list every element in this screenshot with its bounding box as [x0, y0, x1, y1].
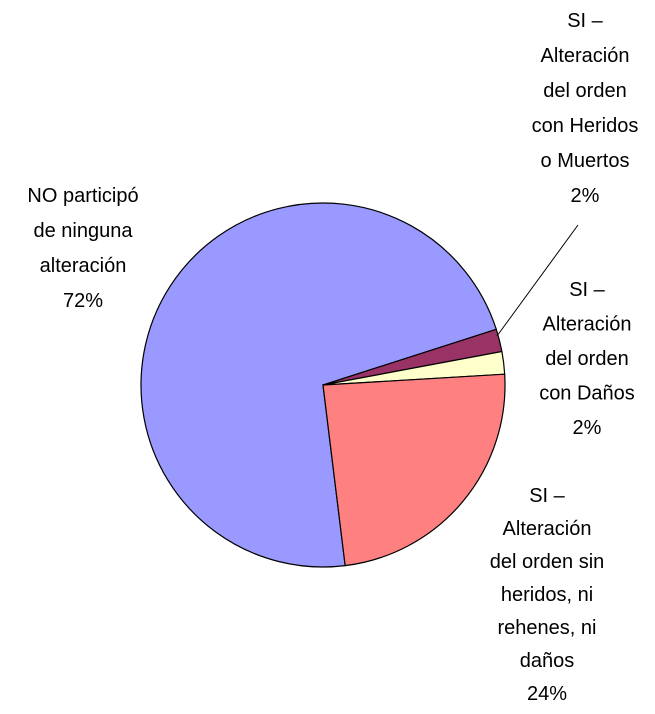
category-line: alteración [40, 255, 127, 277]
category-line: daños [520, 650, 575, 672]
category-line: con Heridos [532, 115, 639, 137]
category-line: Alteración [543, 314, 632, 336]
category-line: Alteración [503, 518, 592, 540]
category-name: SI – Alteración del orden sin heridos, ni re… [490, 485, 605, 672]
leader-line [496, 224, 579, 337]
category-line: rehenes, ni [498, 617, 597, 639]
percent-label: 72% [63, 290, 103, 312]
category-line: SI – [569, 279, 605, 301]
slice-label: NO participó de ninguna alteración 72% [27, 185, 138, 312]
category-line: Alteración [541, 45, 630, 67]
category-name: SI – Alteración del orden con Heridos o Muer… [532, 10, 639, 172]
pie-slice [140, 202, 498, 568]
slice-label: SI – Alteración del orden con Heridos o Muer… [532, 10, 639, 207]
slice-label: SI – Alteración del orden con Daños 2% [539, 279, 635, 439]
category-line: con Daños [539, 383, 635, 405]
category-line: del orden sin [490, 551, 605, 573]
category-line: SI – [529, 485, 565, 507]
category-line: del orden [543, 80, 626, 102]
category-line: heridos, ni [501, 584, 593, 606]
category-line: de ninguna [34, 220, 134, 242]
percent-label: 2% [571, 185, 600, 207]
category-name: SI – Alteración del orden con Daños [539, 279, 635, 405]
category-line: o Muertos [541, 150, 630, 172]
pie-slice [322, 373, 506, 567]
slice-label: SI – Alteración del orden sin heridos, ni re… [490, 485, 605, 705]
category-line: SI – [567, 10, 603, 32]
percent-label: 2% [573, 417, 602, 439]
category-name: NO participó de ninguna alteración [27, 185, 138, 277]
category-line: NO participó [27, 185, 138, 207]
percent-label: 24% [527, 683, 567, 705]
category-line: del orden [545, 348, 628, 370]
